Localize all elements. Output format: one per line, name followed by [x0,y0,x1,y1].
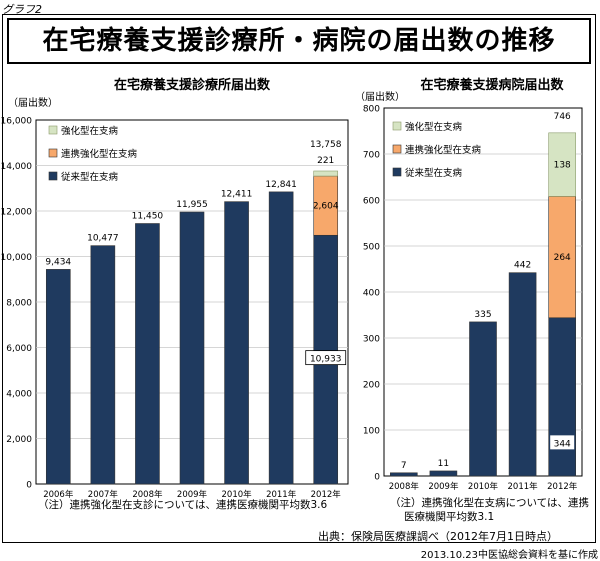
chart-1-legend-swatch-conventional [48,171,58,181]
chart-2-category-label: 2012年 [547,481,578,492]
chart-1-ytick-label: 6,000 [6,344,32,354]
chart-2-category-label: 2010年 [468,481,499,492]
chart-1-ylabel: （届出数） [8,96,58,109]
chart-2-total-label: 335 [474,310,491,320]
chart-1-category-label: 2009年 [177,489,208,500]
chart-1-ytick-label: 8,000 [6,299,32,309]
chart-1-bar-conventional [90,245,116,485]
chart-1-total-label: 9,434 [45,257,71,267]
chart-1-total-label: 12,411 [221,190,253,200]
chart-1-bar-conventional [135,223,160,485]
main-title: 在宅療養支援診療所・病院の届出数の推移 [7,18,591,64]
chart-2-legend-label-cooperative: 連携強化型在支病 [405,144,482,156]
chart-1-category-label: 2011年 [266,489,297,500]
chart-2-ytick-label: 500 [363,243,380,253]
figure-frame [2,14,596,543]
chart-2-total-label: 746 [554,112,571,122]
chart-2-ytick-label: 200 [363,381,380,391]
chart-2-legend-label-strengthened: 強化型在支病 [405,121,463,133]
graph-number-label: グラフ2 [2,3,42,16]
chart-1-category-label: 2010年 [222,489,253,500]
chart-1-ytick-label: 0 [26,481,32,491]
chart-1-total-label: 11,450 [132,212,164,222]
chart-1-legend-swatch-cooperative [48,148,58,158]
chart-1-legend-label-strengthened: 強化型在支病 [61,125,119,137]
chart-1-bar-conventional [268,191,294,485]
chart-1-segment-label-cooperative: 2,604 [313,202,339,212]
chart-1-legend-swatch-strengthened [48,125,58,135]
chart-1-ytick-label: 16,000 [1,117,33,127]
chart-1-bar-conventional [224,201,249,485]
chart-1-total-label: 13,758 [310,140,342,150]
chart-2-legend-swatch-conventional [392,167,402,177]
chart-1-segment-label-box [305,350,347,366]
chart-1-ytick-label: 2,000 [6,435,32,445]
chart-1-title: 在宅療養支援診療所届出数 [114,77,271,93]
chart-2-bar-conventional [389,472,418,477]
chart-2-total-label: 11 [438,459,449,469]
chart-1-legend-label-conventional: 従来型在支病 [61,171,119,183]
chart-1-total-label: 10,477 [87,234,119,244]
chart-2-bar-conventional [429,470,458,477]
chart-2-ylabel: （届出数） [355,90,405,103]
chart-2-note-line: 医療機関平均数3.1 [404,510,494,523]
chart-2-legend-swatch-strengthened [392,121,402,131]
chart-2-segment-label-conventional: 344 [554,439,571,449]
chart-1-note: （注）連携強化型在支診については、連携医療機関平均数3.6 [38,498,327,511]
chart-2-category-label: 2011年 [508,481,539,492]
chart-2-segment-label-box [550,435,575,450]
chart-2-bar-strengthened [548,132,577,197]
chart-1-ytick-label: 14,000 [1,162,33,172]
chart-2-title: 在宅療養支援病院届出数 [420,77,564,93]
chart-2-category-label: 2009年 [428,481,459,492]
chart-2-category-label: 2008年 [389,481,420,492]
chart-1-category-label: 2007年 [88,489,119,500]
chart-1-category-label: 2006年 [43,489,74,500]
chart-2-segment-label-cooperative: 264 [554,253,571,263]
chart-2-bar-conventional [548,317,577,477]
chart-2-total-label: 442 [514,261,531,271]
chart-2-bar-conventional [508,272,537,477]
chart-2-note-line: （注）連携強化型在支病については、連携 [390,496,589,509]
chart-2-ytick-label: 300 [363,335,380,345]
chart-1-ytick-label: 12,000 [1,208,33,218]
chart-2-ytick-label: 700 [363,151,380,161]
chart-1-category-label: 2012年 [311,489,342,500]
chart-1-bar-strengthened [313,170,339,177]
chart-2-ytick-label: 600 [363,197,380,207]
chart-2-ytick-label: 800 [363,105,380,115]
chart-1-ytick-label: 10,000 [1,253,33,263]
chart-2-legend-swatch-cooperative [392,144,402,154]
chart-1-total-label: 12,841 [265,180,297,190]
credit-bar: 2013.10.23中医協総会資料を基に作成 [0,545,600,561]
chart-2-total-label: 7 [401,461,407,471]
chart-2-ytick-label: 100 [363,427,380,437]
chart-1-ytick-label: 4,000 [6,390,32,400]
chart-1-bar-conventional [45,269,71,485]
source-note: 出典：保険局医療課調べ（2012年7月1日時点） [318,530,558,543]
chart-1-legend-label-cooperative: 連携強化型在支病 [61,148,138,160]
chart-1-segment-label-strengthened: 221 [317,156,334,166]
chart-2-ytick-label: 0 [374,473,380,483]
chart-1-total-label: 11,955 [176,200,208,210]
chart-2-bar-conventional [469,321,497,477]
chart-1-segment-label-conventional: 10,933 [310,355,342,365]
chart-2-bar-cooperative [548,196,577,319]
credit-text: 2013.10.23中医協総会資料を基に作成 [420,550,598,561]
chart-2-legend-label-conventional: 従来型在支病 [405,167,463,179]
chart-2-ytick-label: 400 [363,289,380,299]
chart-1-category-label: 2008年 [132,489,163,500]
chart-2-segment-label-strengthened: 138 [554,161,571,171]
chart-1-bar-conventional [179,211,205,485]
